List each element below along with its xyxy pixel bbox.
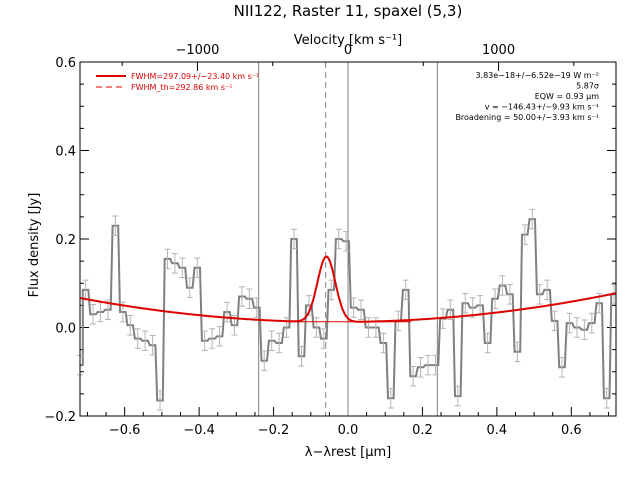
error-bar [186,277,193,298]
error-bar [157,390,164,411]
fit-annotation: 5.87σ [576,82,599,91]
error-bar [573,317,580,338]
error-bar [149,334,156,356]
top-axis-label: Velocity [km s⁻¹] [294,33,402,48]
chart-title: NII122, Raster 11, spaxel (5,3) [234,2,463,20]
y-axis-label: Flux density [Jy] [27,193,42,298]
error-bar [410,365,417,387]
error-bar [171,253,178,274]
error-bar [320,328,327,349]
error-bar [127,315,134,336]
y-tick-label: 0.0 [55,322,76,337]
error-bar [112,215,119,236]
error-bar [268,330,275,352]
error-bar [298,346,305,367]
top-tick-label: 0 [344,43,352,58]
x-tick-label: 0.4 [487,423,508,438]
y-tick-label: 0.4 [55,145,76,160]
error-bar [291,228,298,250]
error-bar [462,292,469,314]
error-bar [380,332,387,354]
error-bar [164,248,171,270]
error-bar [529,208,536,230]
error-bar [194,257,201,278]
fit-annotation: Broadening = 50.00+/−3.93 km s⁻¹ [455,113,599,122]
y-tick-label: 0.2 [55,233,76,248]
error-bar [238,286,245,307]
error-bar [521,224,528,245]
fit-annotation: 3.83e−18+/−6.52e−19 W m⁻² [475,71,599,80]
x-axis-label: λ−λrest [μm] [305,445,391,460]
x-tick-label: −0.6 [109,423,141,438]
error-bar [343,230,350,252]
error-bar [335,228,342,250]
error-bar [358,299,365,321]
error-bar [425,354,432,376]
error-bar [402,279,409,301]
error-bar [588,312,595,334]
error-bar [387,388,394,409]
x-tick-label: 0.2 [412,423,433,438]
error-bar [544,279,551,301]
error-bar [134,328,141,349]
error-bar [484,332,491,354]
error-bar [209,328,216,349]
error-bar [313,317,320,338]
error-bar [276,332,283,354]
error-bar [559,357,566,378]
error-bar [469,297,476,318]
error-bar [328,279,335,301]
error-bar [551,310,558,332]
error-bar [499,275,506,296]
error-bar [514,341,521,363]
fit-curve [79,255,617,323]
x-tick-label: −0.4 [183,423,215,438]
x-tick-label: 0.6 [561,423,582,438]
top-tick-label: 1000 [482,43,515,58]
error-bar [179,257,186,278]
error-bar [536,284,543,305]
y-tick-label: 0.6 [55,56,76,71]
y-tick-label: −0.2 [44,410,76,425]
error-bar [454,385,461,407]
error-bar [603,388,610,409]
top-tick-label: −1000 [175,43,219,58]
x-tick-label: −0.2 [258,423,290,438]
error-bar [350,297,357,318]
plot-frame [79,61,617,417]
error-bar [432,354,439,376]
error-bar [417,357,424,378]
legend-label: FWHM=297.09+/−23.40 km s⁻¹ [131,72,259,81]
error-bar [253,297,260,318]
error-bar [201,330,208,352]
error-bar [90,303,97,325]
x-tick-label: 0.0 [338,423,359,438]
error-bar [246,288,253,309]
error-bar [581,319,588,340]
error-bar [492,288,499,309]
error-bar [261,350,268,371]
error-bar [142,330,149,352]
fit-annotation: EQW = 0.93 μm [535,92,599,101]
error-bar [566,312,573,334]
legend-label: FWHM_th=292.86 km s⁻¹ [131,83,232,92]
fit-annotation: v = −146.43+/−9.93 km s⁻¹ [485,103,599,112]
error-bar [506,284,513,305]
error-bar [216,326,223,347]
